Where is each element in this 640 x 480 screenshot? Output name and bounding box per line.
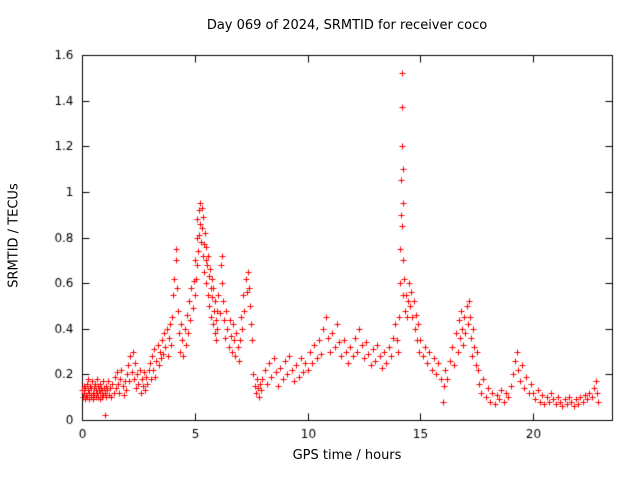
chart-figure: Day 069 of 2024, SRMTID for receiver coc…	[0, 0, 640, 480]
plot-canvas	[0, 0, 640, 480]
